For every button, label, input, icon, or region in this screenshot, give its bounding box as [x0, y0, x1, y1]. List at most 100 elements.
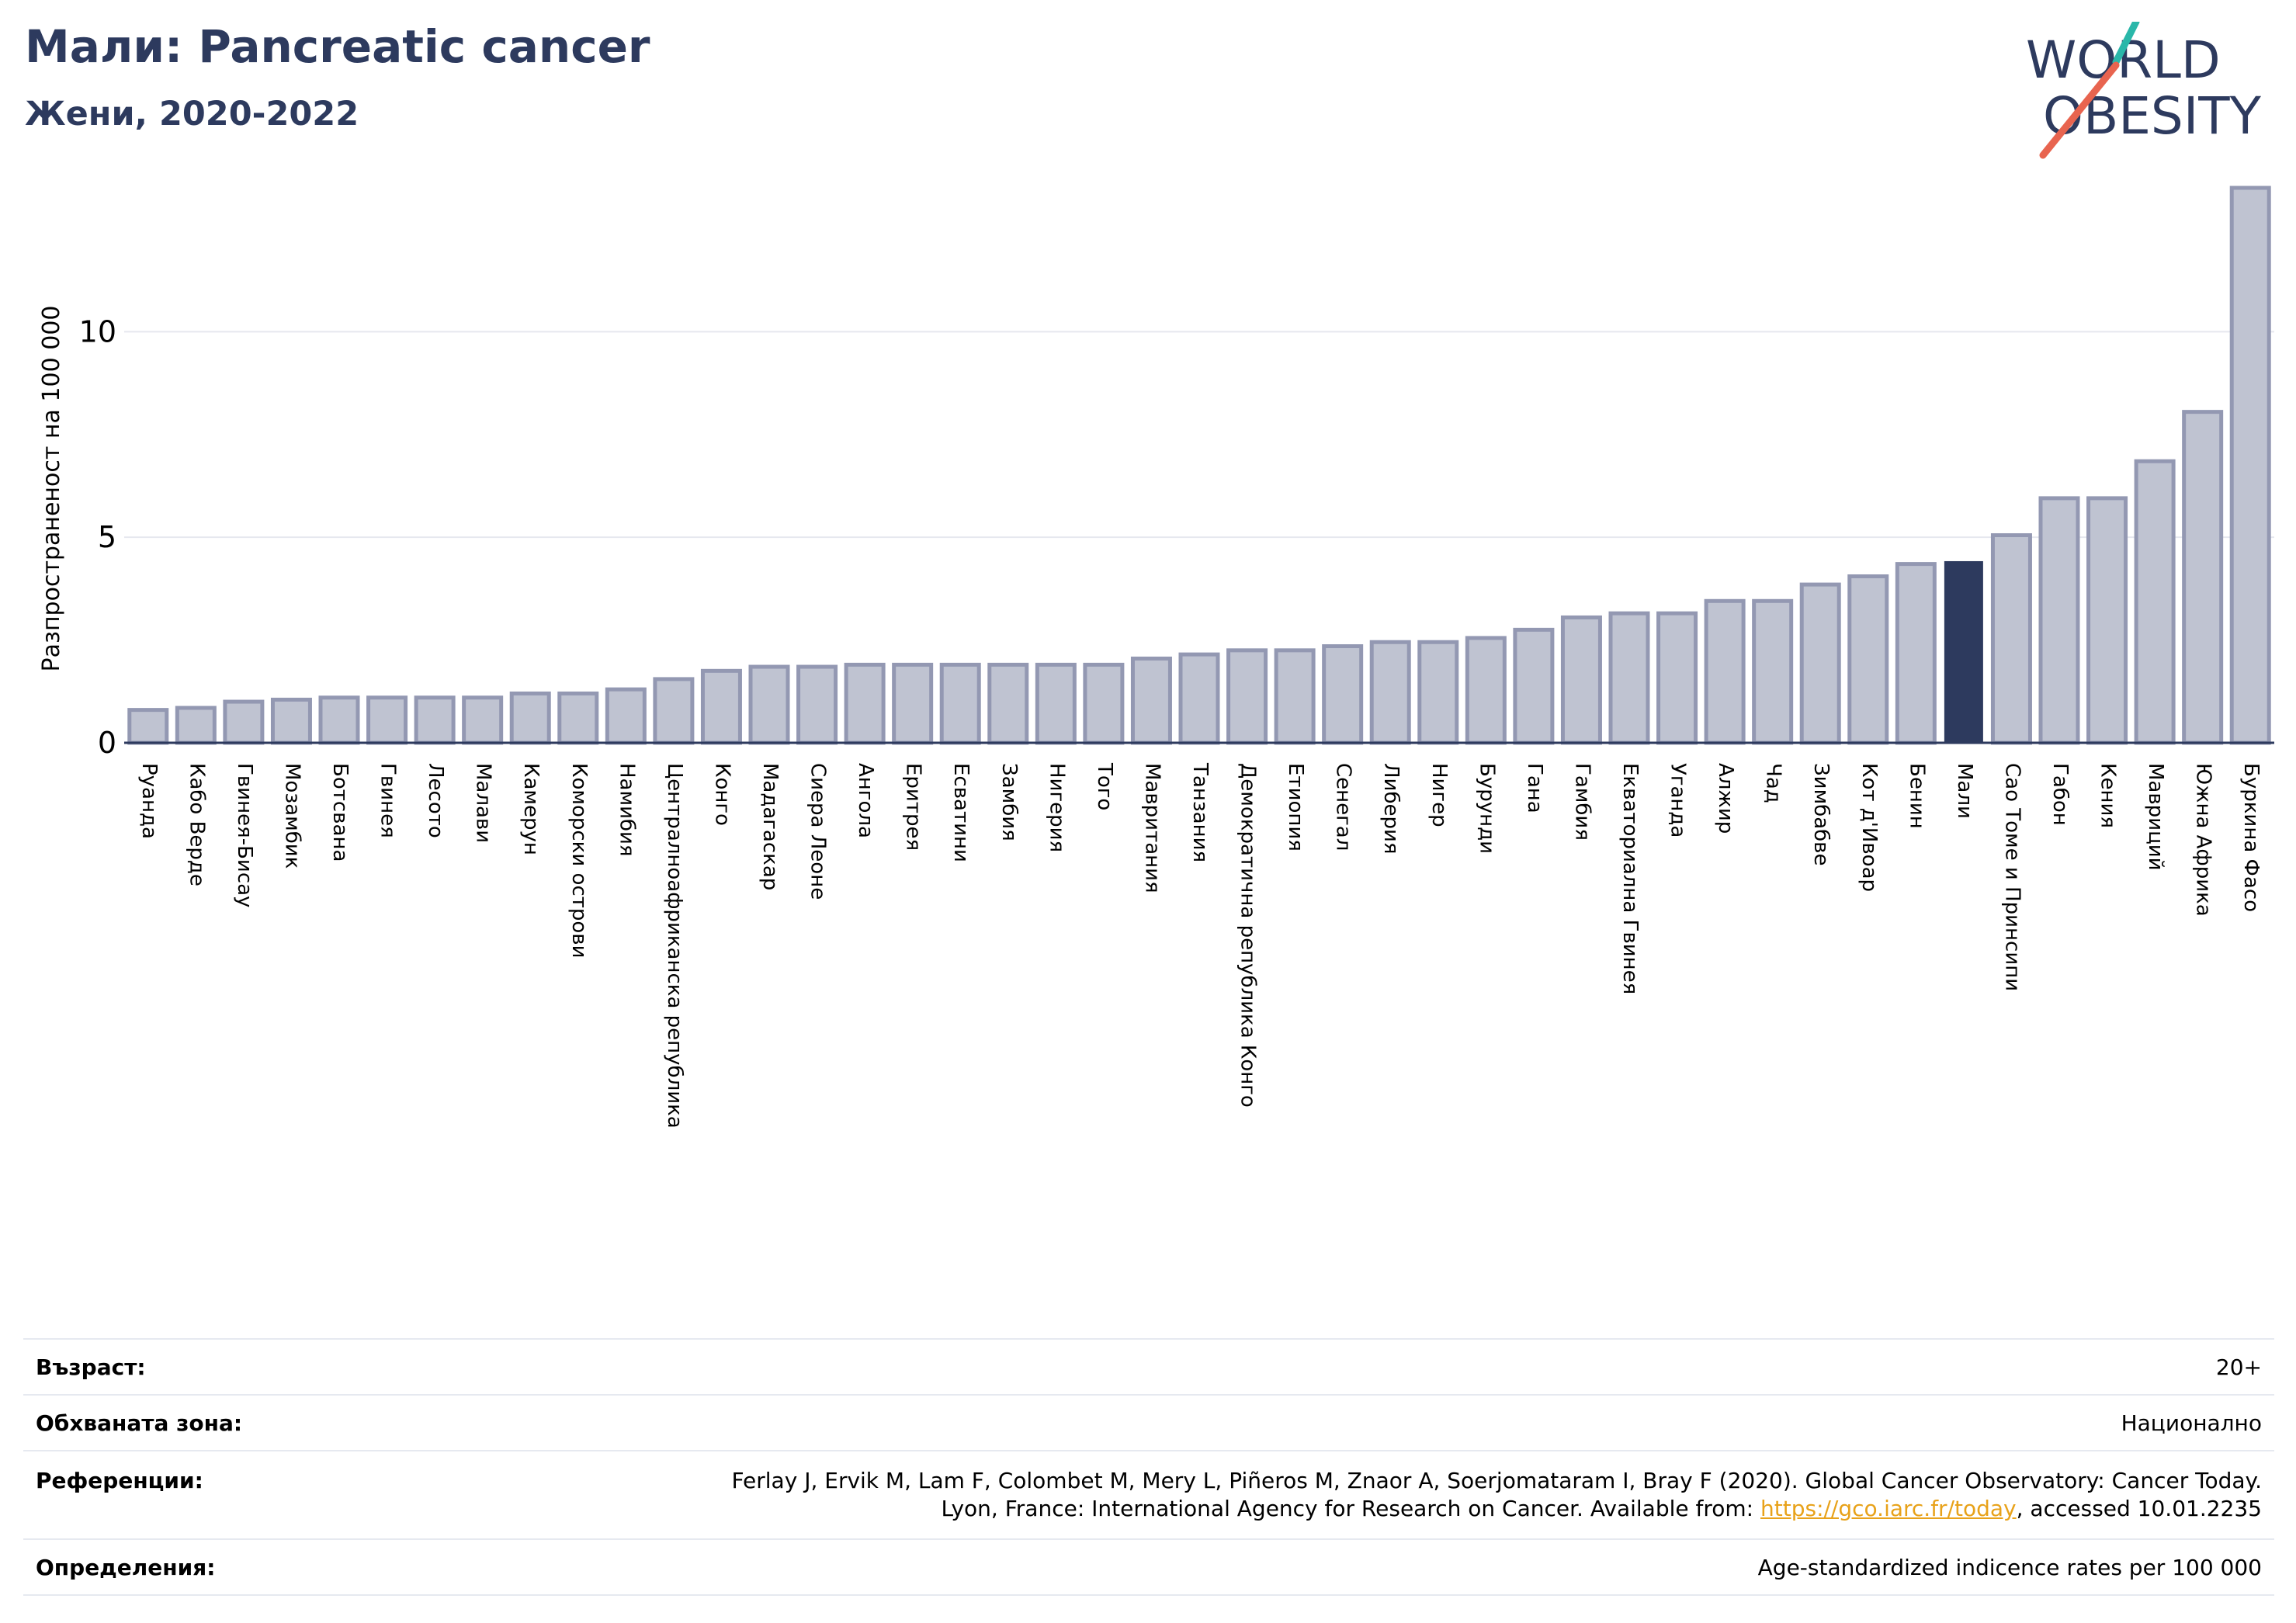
bar — [700, 668, 742, 745]
bar — [1847, 574, 1889, 745]
zone-label: Обхваната зона: — [36, 1410, 243, 1436]
x-tick-label: Бурунди — [1475, 763, 1498, 854]
x-tick-label: Гамбия — [1570, 763, 1594, 841]
y-tick-label: 0 — [98, 726, 116, 760]
x-tick-label: Алжир — [1714, 763, 1737, 834]
info-table: Възраст: 20+ Обхваната зона: Национално … — [23, 1338, 2274, 1596]
bar — [2086, 496, 2128, 745]
age-label: Възраст: — [36, 1354, 146, 1380]
x-tick-label: Ботсвана — [328, 763, 352, 862]
bar — [1417, 640, 1459, 745]
bar — [1274, 648, 1316, 745]
x-tick-label: Того — [1093, 762, 1116, 810]
x-tick-label: Южна Африка — [2192, 763, 2215, 917]
reference-link[interactable]: https://gco.iarc.fr/today — [1760, 1496, 2017, 1521]
x-tick-label: Уганда — [1667, 763, 1690, 838]
bar — [223, 699, 265, 745]
bar — [1990, 533, 2032, 745]
bar — [1130, 656, 1172, 745]
bar — [987, 662, 1029, 745]
y-tick-label: 5 — [98, 520, 116, 554]
bar — [462, 695, 504, 745]
bar — [318, 695, 360, 745]
bar — [892, 662, 934, 745]
age-value: 20+ — [2215, 1354, 2262, 1380]
logo-text-obesity: OBESITY — [2043, 86, 2262, 146]
category-labels: Руанда Кабо Верде Гвинея-Бисау Мозамбик Ботс… — [137, 762, 2263, 1129]
bar — [653, 677, 695, 745]
bar — [1560, 615, 1602, 745]
reference-line-1: Ferlay J, Ervik M, Lam F, Colombet M, Me… — [731, 1468, 2262, 1493]
x-tick-label: Бенин — [1905, 763, 1928, 829]
x-tick-label: Камерун — [519, 763, 543, 855]
references-value: Ferlay J, Ervik M, Lam F, Colombet M, Me… — [436, 1451, 2274, 1539]
bar — [1944, 560, 1983, 744]
references-label: Референции: — [36, 1468, 203, 1493]
bar — [1799, 582, 1841, 745]
chart-subtitle: Жени, 2020-2022 — [25, 95, 359, 134]
x-tick-label: Чад — [1762, 763, 1785, 803]
bar — [509, 691, 551, 745]
bar — [1656, 611, 1698, 745]
zone-value: Национално — [2121, 1410, 2262, 1436]
x-tick-label: Замбия — [997, 763, 1021, 841]
x-tick-label: Еритрея — [902, 763, 925, 851]
x-tick-label: Руанда — [137, 763, 161, 839]
x-tick-label: Екваториална Гвинея — [1618, 763, 1642, 994]
bar — [844, 662, 886, 745]
y-tick-label: 10 — [79, 314, 116, 349]
info-row-references: Референции: Ferlay J, Ervik M, Lam F, Co… — [23, 1451, 2274, 1539]
x-tick-label: Гана — [1523, 763, 1546, 813]
bar — [2182, 410, 2224, 745]
bar — [796, 664, 838, 745]
x-tick-label: Кабо Верде — [185, 763, 208, 886]
reference-line-2: Lyon, France: International Agency for R… — [449, 1495, 2262, 1523]
bar — [1704, 598, 1746, 745]
x-tick-label: Буркина Фасо — [2239, 763, 2263, 912]
bar — [175, 706, 217, 745]
x-tick-label: Малави — [472, 763, 495, 843]
x-tick-label: Конго — [710, 763, 734, 826]
bar — [557, 691, 599, 745]
x-tick-label: Танзания — [1188, 762, 1212, 862]
logo-slash-coral — [2039, 61, 2120, 159]
x-tick-label: Сао Томе и Принсипи — [2000, 763, 2024, 991]
bar — [1465, 636, 1507, 745]
bar — [1035, 662, 1077, 745]
info-row-age: Възраст: 20+ — [23, 1339, 2274, 1395]
x-tick-label: Гвинея — [376, 763, 400, 838]
reference-line-2-prefix: Lyon, France: International Agency for R… — [941, 1496, 1760, 1521]
x-tick-label: Кот д'Ивоар — [1857, 763, 1881, 892]
bar — [1895, 562, 1937, 745]
bar — [2134, 459, 2176, 745]
x-tick-label: Сенегал — [1332, 763, 1355, 851]
bar — [1178, 652, 1220, 745]
x-tick-label: Мавриций — [2144, 763, 2167, 871]
bar — [1083, 662, 1125, 745]
info-row-zone: Обхваната зона: Национално — [23, 1395, 2274, 1451]
x-tick-label: Сиера Леоне — [806, 763, 830, 900]
y-axis-label: Разпространеност на 100 000 — [38, 306, 65, 672]
definitions-value: Age-standardized indicence rates per 100… — [1757, 1554, 2262, 1580]
bar — [1226, 648, 1268, 745]
bar — [1322, 644, 1364, 745]
x-tick-label: Демократична република Конго — [1236, 763, 1260, 1108]
x-tick-label: Коморски острови — [567, 763, 591, 959]
bar — [1752, 598, 1794, 745]
bar — [605, 687, 647, 745]
x-tick-label: Ангола — [854, 763, 877, 838]
x-tick-label: Етиопия — [1284, 763, 1307, 851]
bar — [939, 662, 981, 745]
x-tick-label: Зимбабве — [1809, 763, 1833, 866]
bar — [2038, 496, 2080, 745]
logo-slash-teal — [2112, 22, 2140, 66]
bar — [748, 664, 790, 745]
bar — [270, 697, 312, 745]
chart-title: Мали: Pancreatic cancer — [25, 20, 650, 73]
bar — [1608, 611, 1650, 745]
bar — [366, 695, 408, 745]
x-tick-label: Мавритания — [1140, 763, 1164, 893]
reference-line-2-suffix: , accessed 10.01.2235 — [2016, 1496, 2262, 1521]
x-tick-label: Намибия — [615, 763, 638, 857]
bar — [127, 708, 169, 745]
